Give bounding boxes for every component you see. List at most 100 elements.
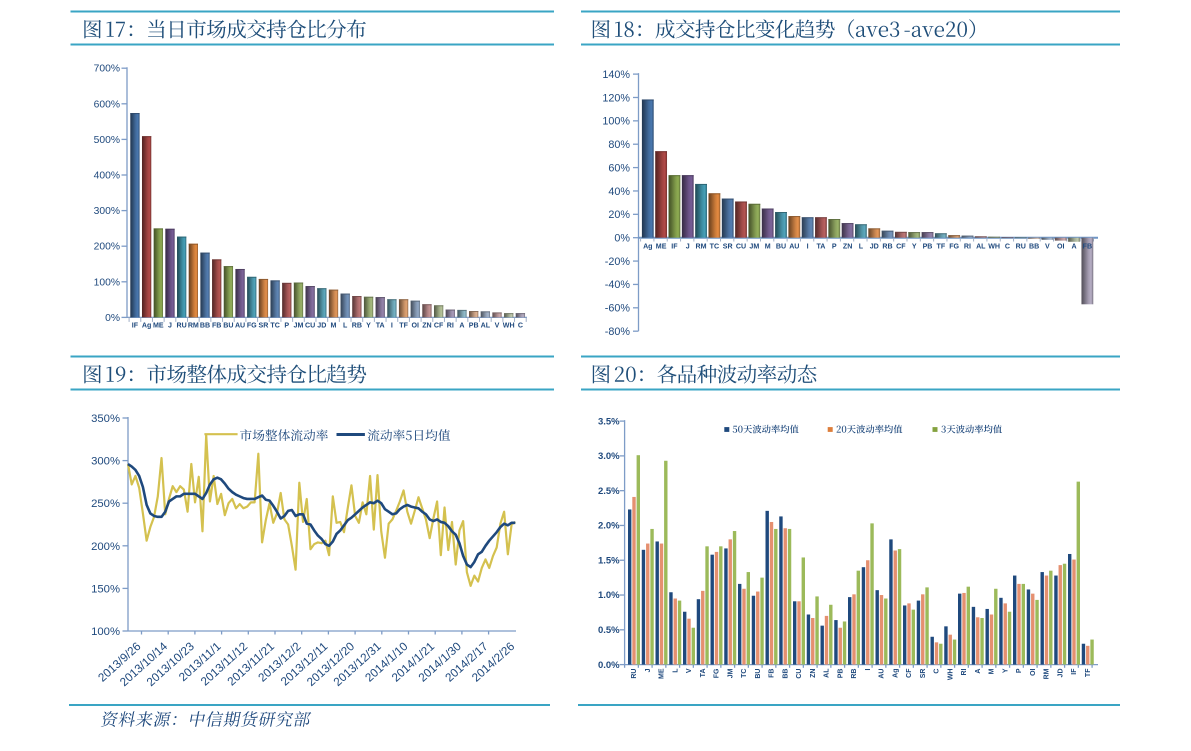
svg-text:RB: RB bbox=[352, 322, 362, 330]
svg-text:OI: OI bbox=[1030, 668, 1037, 675]
svg-text:M: M bbox=[765, 243, 771, 251]
svg-text:PB: PB bbox=[837, 669, 844, 679]
svg-text:I: I bbox=[391, 322, 393, 330]
svg-text:0.5%: 0.5% bbox=[598, 625, 620, 636]
svg-text:FB: FB bbox=[1083, 243, 1092, 251]
svg-text:CU: CU bbox=[796, 669, 803, 679]
svg-text:FB: FB bbox=[769, 669, 776, 678]
svg-text:TA: TA bbox=[816, 243, 825, 251]
svg-text:OI: OI bbox=[412, 322, 420, 330]
svg-text:-40%: -40% bbox=[605, 279, 631, 291]
svg-text:SR: SR bbox=[723, 243, 733, 251]
svg-text:3.0%: 3.0% bbox=[598, 451, 620, 462]
svg-text:Y: Y bbox=[912, 243, 917, 251]
svg-text:400%: 400% bbox=[94, 171, 120, 182]
svg-text:2.5%: 2.5% bbox=[598, 486, 620, 497]
svg-text:ZN: ZN bbox=[422, 322, 431, 330]
svg-text:Y: Y bbox=[366, 322, 371, 330]
svg-text:BB: BB bbox=[782, 669, 789, 679]
svg-text:BU: BU bbox=[223, 322, 233, 330]
svg-text:BB: BB bbox=[200, 322, 210, 330]
svg-text:Ag: Ag bbox=[892, 669, 899, 678]
svg-text:0%: 0% bbox=[614, 233, 630, 245]
svg-text:200%: 200% bbox=[91, 541, 120, 553]
svg-text:JD: JD bbox=[870, 243, 879, 251]
svg-text:ZN: ZN bbox=[843, 243, 852, 251]
svg-text:JM: JM bbox=[749, 243, 759, 251]
svg-text:C: C bbox=[1005, 243, 1010, 251]
svg-text:100%: 100% bbox=[602, 116, 630, 128]
svg-text:L: L bbox=[343, 322, 348, 330]
svg-text:350%: 350% bbox=[91, 413, 120, 425]
svg-text:JM: JM bbox=[727, 668, 734, 678]
svg-text:Ag: Ag bbox=[643, 243, 652, 251]
svg-text:C: C bbox=[934, 669, 941, 674]
svg-text:TF: TF bbox=[937, 243, 946, 251]
svg-text:ZN: ZN bbox=[810, 669, 817, 678]
svg-text:300%: 300% bbox=[94, 206, 120, 217]
svg-text:C: C bbox=[518, 322, 523, 330]
svg-text:BU: BU bbox=[776, 243, 786, 251]
svg-text:FB: FB bbox=[212, 322, 221, 330]
svg-text:ME: ME bbox=[659, 668, 666, 679]
svg-text:V: V bbox=[495, 322, 500, 330]
svg-text:JM: JM bbox=[294, 322, 304, 330]
svg-text:CF: CF bbox=[434, 322, 444, 330]
svg-text:1.0%: 1.0% bbox=[598, 590, 620, 601]
svg-text:V: V bbox=[1045, 243, 1050, 251]
svg-text:20%: 20% bbox=[608, 209, 630, 221]
svg-text:TC: TC bbox=[270, 322, 279, 330]
svg-text:0%: 0% bbox=[105, 313, 120, 324]
svg-text:3.5%: 3.5% bbox=[598, 416, 620, 427]
svg-text:I: I bbox=[865, 668, 872, 670]
svg-text:CF: CF bbox=[896, 243, 906, 251]
svg-text:250%: 250% bbox=[91, 498, 120, 510]
svg-text:SR: SR bbox=[259, 322, 269, 330]
svg-text:CU: CU bbox=[736, 243, 746, 251]
svg-text:TC: TC bbox=[710, 243, 719, 251]
svg-text:A: A bbox=[459, 322, 464, 330]
svg-text:FG: FG bbox=[949, 243, 959, 251]
svg-text:RM: RM bbox=[696, 243, 707, 251]
svg-text:-60%: -60% bbox=[605, 303, 631, 315]
svg-text:PB: PB bbox=[923, 243, 933, 251]
svg-text:AU: AU bbox=[789, 243, 799, 251]
svg-text:BU: BU bbox=[755, 669, 762, 679]
svg-text:60%: 60% bbox=[608, 162, 630, 174]
svg-text:TA: TA bbox=[700, 669, 707, 678]
svg-text:80%: 80% bbox=[608, 139, 630, 151]
svg-text:700%: 700% bbox=[94, 64, 120, 75]
svg-text:300%: 300% bbox=[91, 456, 120, 468]
svg-text:CF: CF bbox=[906, 668, 913, 678]
svg-text:2.0%: 2.0% bbox=[598, 521, 620, 532]
svg-text:40%: 40% bbox=[608, 186, 630, 198]
svg-text:100%: 100% bbox=[94, 277, 120, 288]
svg-text:FG: FG bbox=[247, 322, 257, 330]
svg-text:100%: 100% bbox=[91, 626, 120, 638]
svg-text:-80%: -80% bbox=[605, 326, 631, 338]
svg-text:RB: RB bbox=[882, 243, 892, 251]
svg-text:J: J bbox=[686, 243, 690, 251]
svg-text:TA: TA bbox=[376, 322, 385, 330]
svg-text:500%: 500% bbox=[94, 135, 120, 146]
svg-text:JD: JD bbox=[1057, 669, 1064, 678]
svg-text:M: M bbox=[989, 668, 996, 674]
svg-text:TF: TF bbox=[1085, 668, 1092, 677]
svg-text:1.5%: 1.5% bbox=[598, 555, 620, 566]
svg-text:J: J bbox=[168, 322, 172, 330]
svg-text:-20%: -20% bbox=[605, 256, 631, 268]
svg-text:0.0%: 0.0% bbox=[598, 660, 620, 671]
svg-text:AL: AL bbox=[481, 322, 491, 330]
svg-text:RM: RM bbox=[1044, 668, 1051, 679]
svg-text:WH: WH bbox=[503, 322, 515, 330]
svg-text:200%: 200% bbox=[94, 242, 120, 253]
svg-text:RI: RI bbox=[447, 322, 454, 330]
svg-text:TC: TC bbox=[741, 669, 748, 678]
svg-text:IF: IF bbox=[671, 243, 678, 251]
svg-text:L: L bbox=[859, 243, 864, 251]
svg-text:JD: JD bbox=[317, 322, 326, 330]
svg-text:RB: RB bbox=[851, 669, 858, 679]
svg-text:600%: 600% bbox=[94, 99, 120, 110]
svg-text:P: P bbox=[832, 243, 837, 251]
svg-text:V: V bbox=[686, 668, 693, 673]
